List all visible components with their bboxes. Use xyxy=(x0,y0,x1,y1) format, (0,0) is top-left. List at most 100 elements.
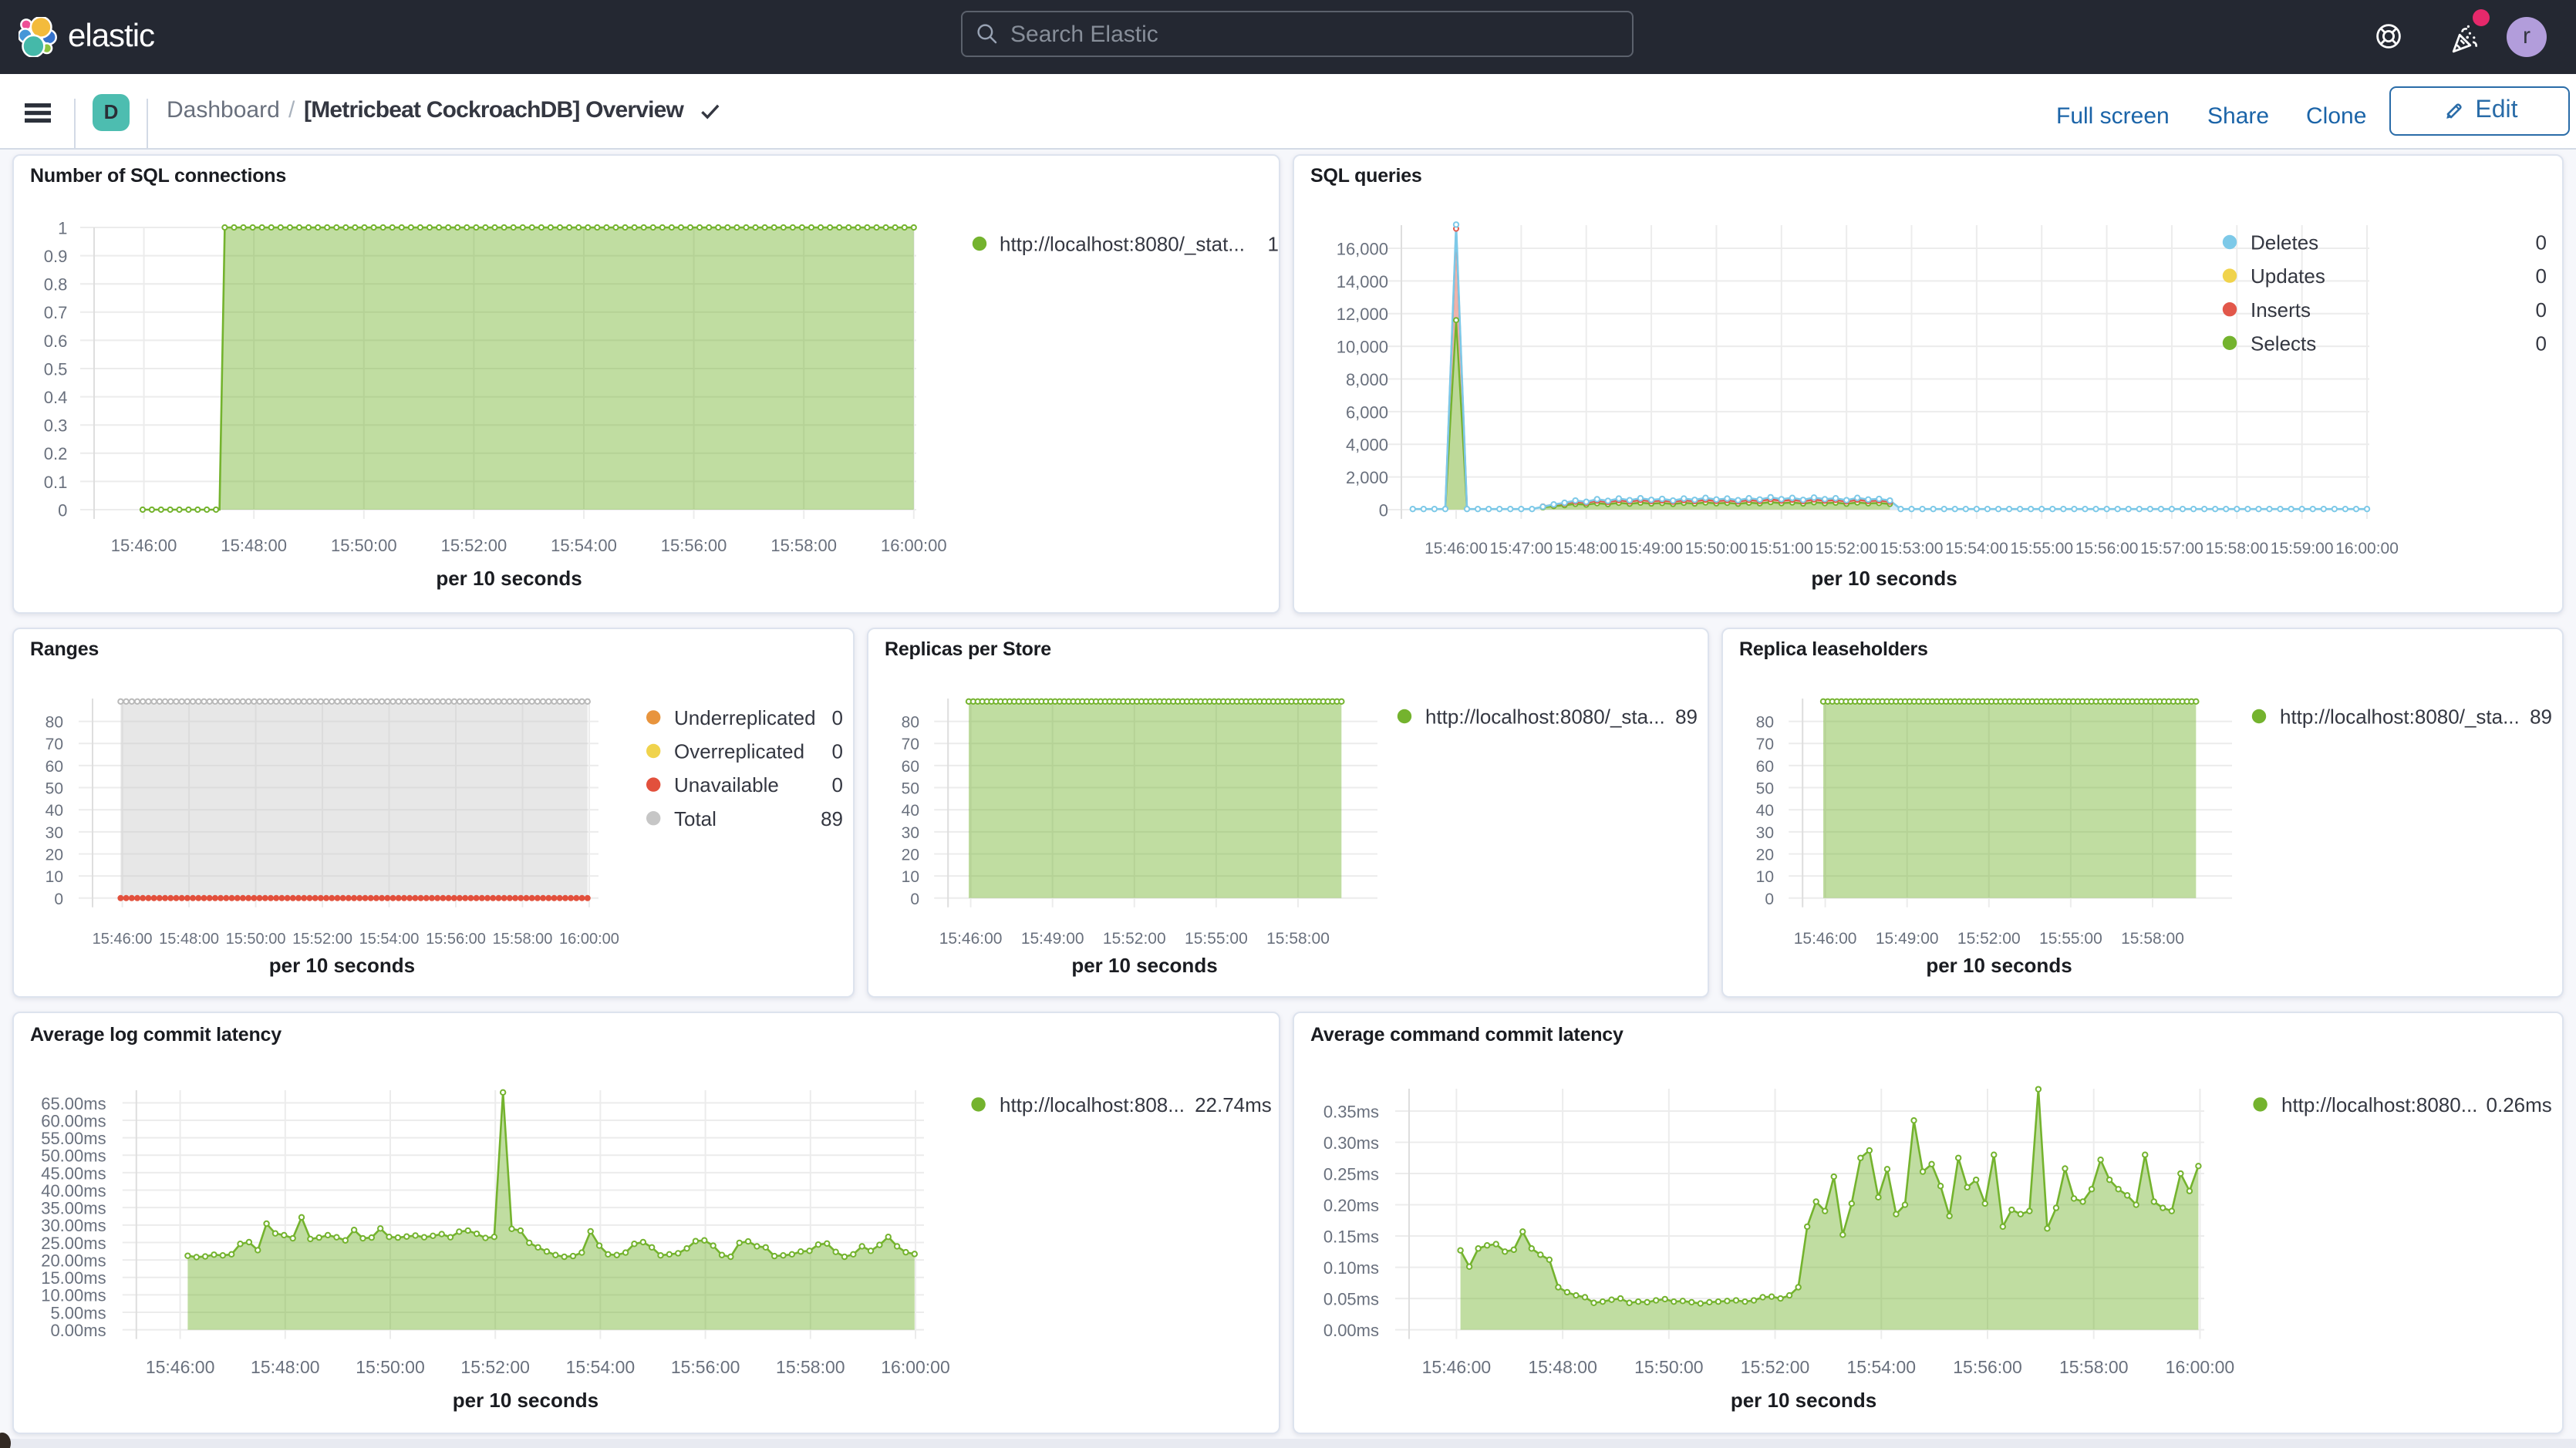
svg-text:70: 70 xyxy=(46,735,63,753)
svg-text:89: 89 xyxy=(1675,705,1698,728)
svg-text:15:52:00: 15:52:00 xyxy=(460,1357,530,1377)
svg-text:6,000: 6,000 xyxy=(1346,402,1388,421)
svg-text:15:58:00: 15:58:00 xyxy=(2121,929,2184,947)
svg-text:16:00:00: 16:00:00 xyxy=(881,535,947,554)
svg-text:89: 89 xyxy=(821,807,843,830)
svg-text:15:48:00: 15:48:00 xyxy=(1528,1357,1597,1377)
svg-text:per 10 seconds: per 10 seconds xyxy=(453,1389,598,1412)
svg-text:15:52:00: 15:52:00 xyxy=(1741,1357,1810,1377)
svg-text:16:00:00: 16:00:00 xyxy=(2335,539,2399,557)
svg-text:60.00ms: 60.00ms xyxy=(41,1111,106,1130)
svg-text:22.74ms: 22.74ms xyxy=(1195,1093,1272,1116)
svg-text:40: 40 xyxy=(902,801,919,819)
svg-text:50: 50 xyxy=(902,780,919,797)
svg-text:80: 80 xyxy=(902,713,919,731)
svg-text:15:59:00: 15:59:00 xyxy=(2271,539,2334,557)
svg-text:80: 80 xyxy=(1756,713,1774,731)
svg-text:15:50:00: 15:50:00 xyxy=(1685,539,1748,557)
svg-text:14,000: 14,000 xyxy=(1337,271,1388,291)
svg-text:0: 0 xyxy=(832,739,843,763)
svg-text:15:52:00: 15:52:00 xyxy=(441,535,507,554)
svg-text:70: 70 xyxy=(1756,735,1774,753)
svg-text:http://localhost:808...: http://localhost:808... xyxy=(1000,1093,1185,1116)
svg-text:15:55:00: 15:55:00 xyxy=(2039,929,2102,947)
svg-text:15:46:00: 15:46:00 xyxy=(1425,539,1488,557)
svg-text:15:58:00: 15:58:00 xyxy=(776,1357,845,1377)
svg-text:15:53:00: 15:53:00 xyxy=(1880,539,1944,557)
svg-text:12,000: 12,000 xyxy=(1337,304,1388,323)
svg-text:50: 50 xyxy=(1756,780,1774,797)
svg-text:0.4: 0.4 xyxy=(44,387,68,406)
svg-text:15:49:00: 15:49:00 xyxy=(1620,539,1683,557)
svg-text:35.00ms: 35.00ms xyxy=(41,1199,106,1218)
svg-text:0: 0 xyxy=(832,773,843,796)
svg-text:15:50:00: 15:50:00 xyxy=(331,535,397,554)
svg-text:15:48:00: 15:48:00 xyxy=(221,535,287,554)
svg-text:15:47:00: 15:47:00 xyxy=(1489,539,1553,557)
svg-text:0: 0 xyxy=(2536,298,2547,321)
svg-text:Total: Total xyxy=(674,807,716,830)
svg-text:15:58:00: 15:58:00 xyxy=(2059,1357,2129,1377)
svg-text:Deletes: Deletes xyxy=(2251,231,2318,254)
svg-text:15:56:00: 15:56:00 xyxy=(661,535,727,554)
svg-text:15:51:00: 15:51:00 xyxy=(1750,539,1813,557)
svg-text:60: 60 xyxy=(46,757,63,775)
svg-text:80: 80 xyxy=(46,713,63,731)
svg-text:5.00ms: 5.00ms xyxy=(50,1303,106,1322)
svg-text:0: 0 xyxy=(54,890,63,908)
svg-text:15:50:00: 15:50:00 xyxy=(356,1357,425,1377)
svg-text:15:48:00: 15:48:00 xyxy=(251,1357,320,1377)
svg-text:1: 1 xyxy=(58,217,67,237)
svg-text:25.00ms: 25.00ms xyxy=(41,1234,106,1253)
svg-text:65.00ms: 65.00ms xyxy=(41,1094,106,1113)
svg-text:4,000: 4,000 xyxy=(1346,435,1388,454)
svg-text:15:58:00: 15:58:00 xyxy=(2205,539,2268,557)
svg-text:15:57:00: 15:57:00 xyxy=(2140,539,2203,557)
svg-text:0: 0 xyxy=(2536,331,2547,354)
svg-text:http://localhost:8080/_stat...: http://localhost:8080/_stat... xyxy=(1000,232,1245,255)
svg-text:http://localhost:8080...: http://localhost:8080... xyxy=(2281,1093,2477,1116)
svg-text:15:50:00: 15:50:00 xyxy=(1634,1357,1704,1377)
svg-text:0: 0 xyxy=(1765,890,1774,908)
svg-text:15.00ms: 15.00ms xyxy=(41,1268,106,1288)
svg-text:1: 1 xyxy=(1268,232,1279,255)
svg-text:0.3: 0.3 xyxy=(44,416,68,435)
svg-text:20: 20 xyxy=(1756,846,1774,864)
svg-text:0.1: 0.1 xyxy=(44,472,68,491)
svg-text:16:00:00: 16:00:00 xyxy=(559,930,619,947)
svg-text:15:54:00: 15:54:00 xyxy=(566,1357,636,1377)
svg-text:30.00ms: 30.00ms xyxy=(41,1216,106,1235)
svg-text:15:46:00: 15:46:00 xyxy=(146,1357,215,1377)
svg-text:20: 20 xyxy=(46,846,63,864)
svg-text:15:46:00: 15:46:00 xyxy=(111,535,177,554)
svg-text:10.00ms: 10.00ms xyxy=(41,1286,106,1305)
svg-text:0.20ms: 0.20ms xyxy=(1323,1196,1379,1215)
svg-text:40: 40 xyxy=(46,801,63,819)
svg-text:0.00ms: 0.00ms xyxy=(1323,1321,1379,1340)
svg-text:per 10 seconds: per 10 seconds xyxy=(1926,953,2072,976)
svg-text:20.00ms: 20.00ms xyxy=(41,1251,106,1270)
svg-text:0: 0 xyxy=(58,500,67,519)
svg-text:per 10 seconds: per 10 seconds xyxy=(436,566,582,589)
svg-text:15:46:00: 15:46:00 xyxy=(93,930,153,947)
svg-text:15:46:00: 15:46:00 xyxy=(939,929,1003,947)
svg-text:0.15ms: 0.15ms xyxy=(1323,1227,1379,1246)
svg-text:0.7: 0.7 xyxy=(44,302,68,322)
svg-text:55.00ms: 55.00ms xyxy=(41,1129,106,1148)
svg-text:Updates: Updates xyxy=(2251,264,2325,287)
svg-text:10: 10 xyxy=(902,867,919,885)
svg-text:16,000: 16,000 xyxy=(1337,238,1388,258)
svg-text:0: 0 xyxy=(832,705,843,729)
svg-text:60: 60 xyxy=(1756,757,1774,775)
svg-text:30: 30 xyxy=(1756,823,1774,841)
svg-text:45.00ms: 45.00ms xyxy=(41,1163,106,1183)
svg-text:15:52:00: 15:52:00 xyxy=(1103,929,1166,947)
svg-text:0.30ms: 0.30ms xyxy=(1323,1133,1379,1153)
svg-text:Underreplicated: Underreplicated xyxy=(674,705,816,729)
svg-text:per 10 seconds: per 10 seconds xyxy=(1731,1389,1876,1412)
svg-text:0: 0 xyxy=(2536,231,2547,254)
svg-text:0.6: 0.6 xyxy=(44,331,68,350)
svg-text:50: 50 xyxy=(46,780,63,797)
svg-text:15:49:00: 15:49:00 xyxy=(1876,929,1939,947)
svg-text:15:52:00: 15:52:00 xyxy=(1957,929,2021,947)
